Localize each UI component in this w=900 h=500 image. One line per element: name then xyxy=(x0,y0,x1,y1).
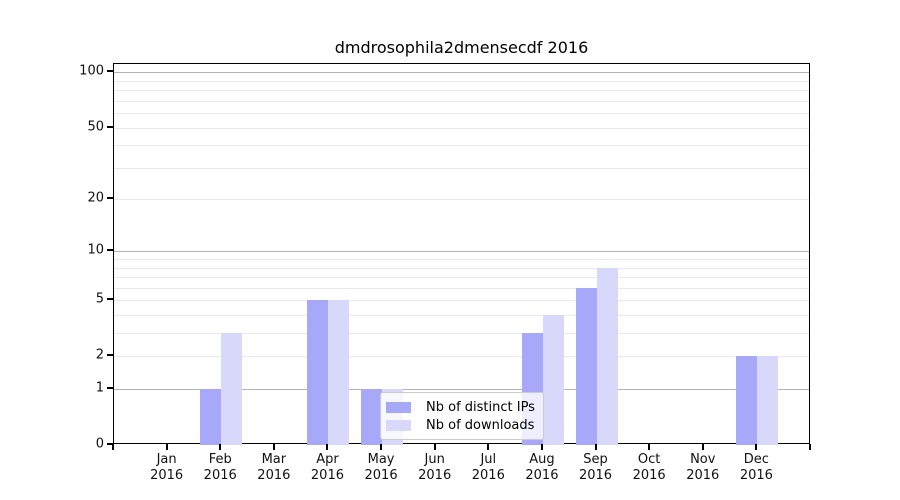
x-axis-tick-label: Jul 2016 xyxy=(471,452,505,483)
bar-downloads xyxy=(328,300,350,445)
x-axis-tick xyxy=(594,444,597,450)
x-axis-tick-label: Dec 2016 xyxy=(739,452,773,483)
minor-gridline xyxy=(114,333,809,335)
x-axis-tick xyxy=(326,444,329,450)
x-axis-tick-label: Feb 2016 xyxy=(203,452,237,483)
y-axis-tick xyxy=(107,197,113,200)
bar-distinct-ips xyxy=(575,287,597,445)
x-axis-tick-label: Jun 2016 xyxy=(418,452,452,483)
minor-gridline xyxy=(114,277,809,279)
x-axis-tick-label: Apr 2016 xyxy=(310,452,344,483)
y-axis-tick-label: 1 xyxy=(95,380,104,396)
y-axis-tick xyxy=(107,298,113,301)
minor-gridline xyxy=(114,315,809,317)
x-axis-tick xyxy=(433,444,436,450)
y-axis-tick-label: 20 xyxy=(87,190,104,206)
bar-distinct-ips xyxy=(361,389,383,445)
minor-gridline xyxy=(114,267,809,269)
minor-gridline xyxy=(114,80,809,82)
minor-gridline xyxy=(114,100,809,102)
legend-label-distinct-ips: Nb of distinct IPs xyxy=(426,399,535,415)
y-axis-tick xyxy=(107,443,113,445)
minor-gridline xyxy=(114,259,809,261)
minor-gridline xyxy=(114,127,809,129)
y-axis-tick-label: 2 xyxy=(95,347,104,363)
x-axis-tick-label: Sep 2016 xyxy=(578,452,613,483)
bar-distinct-ips xyxy=(736,356,758,445)
major-gridline xyxy=(114,251,809,253)
bar-distinct-ips xyxy=(200,389,222,445)
x-axis-tick-label: Jan 2016 xyxy=(150,452,184,483)
x-axis-tick xyxy=(701,444,704,450)
y-axis-tick-label: 50 xyxy=(87,119,104,135)
x-axis-tick xyxy=(380,444,383,450)
x-axis-tick xyxy=(755,444,758,450)
x-axis-edge-tick xyxy=(112,444,114,450)
y-axis-tick-label: 0 xyxy=(95,436,104,452)
x-axis-tick-label: May 2016 xyxy=(364,452,398,483)
legend-item-downloads: Nb of downloads xyxy=(386,416,535,434)
bar-distinct-ips xyxy=(307,300,329,445)
minor-gridline xyxy=(114,113,809,115)
bar-downloads xyxy=(542,315,564,445)
y-axis-tick xyxy=(107,387,113,390)
major-gridline xyxy=(114,389,809,391)
x-axis-tick xyxy=(165,444,168,450)
major-gridline xyxy=(114,72,809,74)
bar-downloads xyxy=(757,356,779,445)
bar-downloads xyxy=(596,267,618,445)
y-axis-tick xyxy=(107,125,113,128)
x-axis-tick-label: Oct 2016 xyxy=(632,452,666,483)
y-axis-tick-label: 10 xyxy=(87,242,104,258)
minor-gridline xyxy=(114,90,809,92)
y-axis-tick xyxy=(107,70,113,73)
x-axis-tick xyxy=(487,444,490,450)
y-axis-tick xyxy=(107,354,113,357)
minor-gridline xyxy=(114,287,809,289)
legend-label-downloads: Nb of downloads xyxy=(426,417,535,433)
y-axis-tick-label: 5 xyxy=(95,291,104,307)
minor-gridline xyxy=(114,167,809,169)
x-axis-tick xyxy=(540,444,543,450)
legend-swatch-downloads xyxy=(386,419,411,431)
y-axis-tick-label: 100 xyxy=(79,63,104,79)
x-axis-edge-tick xyxy=(809,444,811,450)
minor-gridline xyxy=(114,300,809,302)
x-axis-tick-label: Nov 2016 xyxy=(686,452,720,483)
minor-gridline xyxy=(114,356,809,358)
plot-area xyxy=(113,63,810,445)
legend: Nb of distinct IPs Nb of downloads xyxy=(380,392,544,440)
y-axis-tick xyxy=(107,249,113,252)
x-axis-tick xyxy=(272,444,275,450)
bar-downloads xyxy=(221,333,243,445)
x-axis-tick xyxy=(219,444,222,450)
legend-swatch-distinct-ips xyxy=(386,401,411,413)
chart-title: dmdrosophila2dmensecdf 2016 xyxy=(334,38,589,57)
x-axis-tick-label: Mar 2016 xyxy=(257,452,291,483)
legend-item-distinct-ips: Nb of distinct IPs xyxy=(386,398,535,416)
x-axis-tick-label: Aug 2016 xyxy=(525,452,559,483)
minor-gridline xyxy=(114,145,809,147)
minor-gridline xyxy=(114,199,809,201)
x-axis-tick xyxy=(648,444,651,450)
